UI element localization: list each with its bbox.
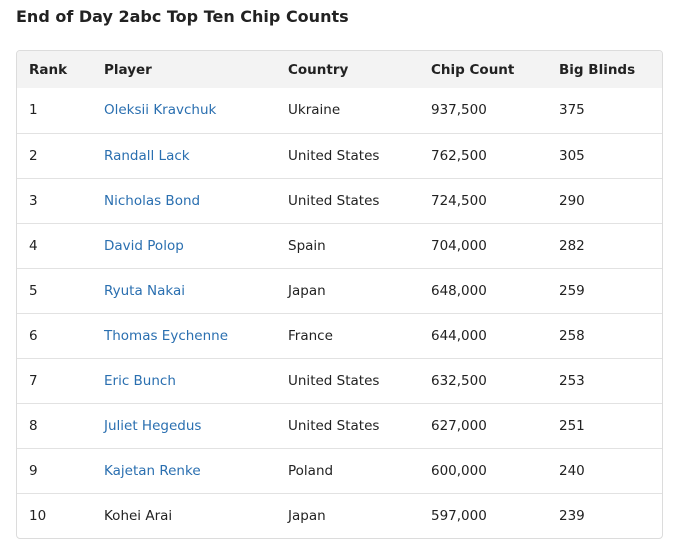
table-row: 8 Juliet Hegedus United States 627,000 251 xyxy=(17,403,662,448)
player-cell: David Polop xyxy=(104,223,288,268)
player-cell: Ryuta Nakai xyxy=(104,268,288,313)
chip-count-cell: 597,000 xyxy=(431,507,487,524)
player-link[interactable]: Juliet Hegedus xyxy=(104,417,202,434)
big-blinds-cell: 282 xyxy=(559,237,585,254)
table-row: 3 Nicholas Bond United States 724,500 290 xyxy=(17,178,662,223)
big-blinds-cell: 253 xyxy=(559,372,585,389)
player-cell: Juliet Hegedus xyxy=(104,403,288,448)
player-cell: Nicholas Bond xyxy=(104,178,288,223)
player-link[interactable]: Oleksii Kravchuk xyxy=(104,102,217,119)
player-link[interactable]: David Polop xyxy=(104,237,184,254)
chip-count-cell: 600,000 xyxy=(431,462,487,479)
chip-count-cell: 648,000 xyxy=(431,282,487,299)
country-cell: Japan xyxy=(288,507,326,524)
table-row: 6 Thomas Eychenne France 644,000 258 xyxy=(17,313,662,358)
table-body: 1 Oleksii Kravchuk Ukraine 937,500 375 2 Randa… xyxy=(17,88,662,538)
big-blinds-cell: 290 xyxy=(559,192,585,209)
country-cell: United States xyxy=(288,417,380,434)
country-cell: Poland xyxy=(288,462,334,479)
big-blinds-cell: 375 xyxy=(559,102,585,119)
table-row: 10 Kohei Arai Japan 597,000 239 xyxy=(17,493,662,538)
country-cell: United States xyxy=(288,147,380,164)
player-cell: Eric Bunch xyxy=(104,358,288,403)
rank-cell: 6 xyxy=(29,327,38,344)
big-blinds-cell: 240 xyxy=(559,462,585,479)
table-row: 5 Ryuta Nakai Japan 648,000 259 xyxy=(17,268,662,313)
country-cell: United States xyxy=(288,372,380,389)
column-header-chip-count: Chip Count xyxy=(431,61,515,78)
country-cell: Japan xyxy=(288,282,326,299)
player-cell: Kajetan Renke xyxy=(104,448,288,493)
rank-cell: 10 xyxy=(29,507,47,524)
table-row: 7 Eric Bunch United States 632,500 253 xyxy=(17,358,662,403)
player-link[interactable]: Thomas Eychenne xyxy=(104,327,229,344)
rank-cell: 8 xyxy=(29,417,38,434)
column-header-player: Player xyxy=(104,61,152,78)
player-link[interactable]: Nicholas Bond xyxy=(104,192,201,209)
chip-count-cell: 704,000 xyxy=(431,237,487,254)
table-row: 9 Kajetan Renke Poland 600,000 240 xyxy=(17,448,662,493)
chip-count-cell: 627,000 xyxy=(431,417,487,434)
big-blinds-cell: 305 xyxy=(559,147,585,164)
rank-cell: 2 xyxy=(29,147,38,164)
player-link[interactable]: Ryuta Nakai xyxy=(104,282,186,299)
rank-cell: 9 xyxy=(29,462,38,479)
column-header-country: Country xyxy=(288,61,349,78)
country-cell: Spain xyxy=(288,237,326,254)
country-cell: France xyxy=(288,327,333,344)
chip-count-cell: 762,500 xyxy=(431,147,487,164)
country-cell: Ukraine xyxy=(288,102,341,119)
player-cell: Thomas Eychenne xyxy=(104,313,288,358)
table-row: 2 Randall Lack United States 762,500 305 xyxy=(17,133,662,178)
table-header-row: Rank Player Country Chip Count Big Blind… xyxy=(17,51,662,88)
player-cell: Oleksii Kravchuk xyxy=(104,88,288,133)
rank-cell: 3 xyxy=(29,192,38,209)
big-blinds-cell: 251 xyxy=(559,417,585,434)
chip-count-cell: 724,500 xyxy=(431,192,487,209)
rank-cell: 1 xyxy=(29,102,38,119)
rank-cell: 5 xyxy=(29,282,38,299)
big-blinds-cell: 258 xyxy=(559,327,585,344)
country-cell: United States xyxy=(288,192,380,209)
player-link[interactable]: Kajetan Renke xyxy=(104,462,201,479)
column-header-big-blinds: Big Blinds xyxy=(559,61,636,78)
table-row: 1 Oleksii Kravchuk Ukraine 937,500 375 xyxy=(17,88,662,133)
chip-counts-table: Rank Player Country Chip Count Big Blind… xyxy=(16,50,663,539)
player-link[interactable]: Eric Bunch xyxy=(104,372,176,389)
big-blinds-cell: 259 xyxy=(559,282,585,299)
chip-count-cell: 937,500 xyxy=(431,102,487,119)
big-blinds-cell: 239 xyxy=(559,507,585,524)
player-cell: Kohei Arai xyxy=(104,493,288,538)
table-row: 4 David Polop Spain 704,000 282 xyxy=(17,223,662,268)
player-cell: Randall Lack xyxy=(104,133,288,178)
page-title: End of Day 2abc Top Ten Chip Counts xyxy=(16,7,349,26)
player-link[interactable]: Randall Lack xyxy=(104,147,190,164)
chip-count-cell: 632,500 xyxy=(431,372,487,389)
chip-count-cell: 644,000 xyxy=(431,327,487,344)
column-header-rank: Rank xyxy=(29,61,68,78)
player-name: Kohei Arai xyxy=(104,507,173,524)
rank-cell: 4 xyxy=(29,237,38,254)
rank-cell: 7 xyxy=(29,372,38,389)
